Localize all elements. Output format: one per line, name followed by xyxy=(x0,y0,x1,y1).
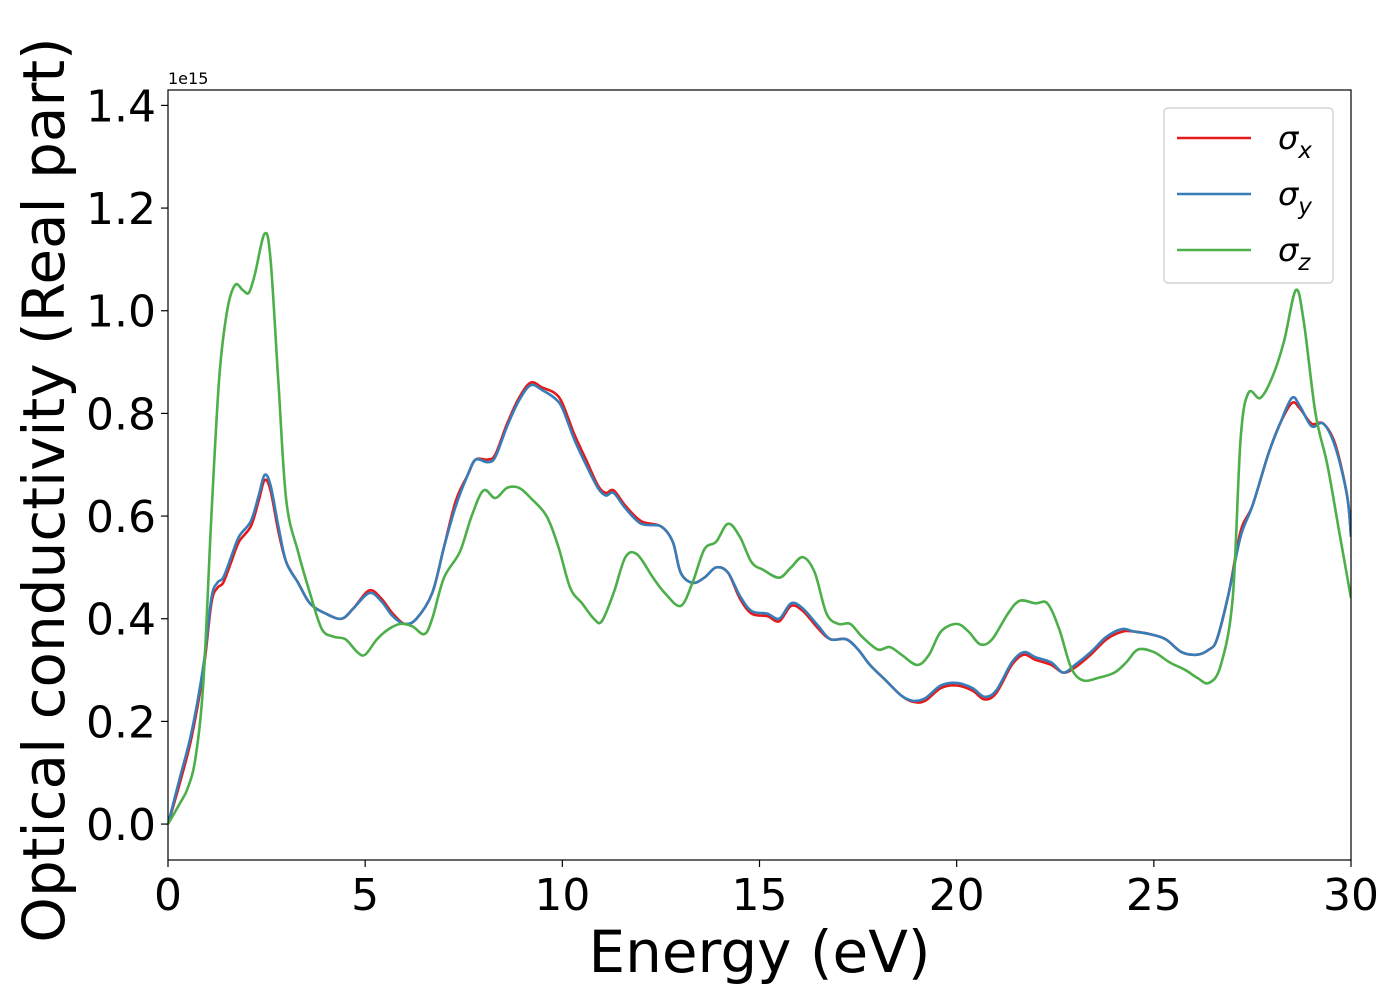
legend-item-y: σy xyxy=(1177,175,1312,220)
y-tick-label: 0.4 xyxy=(86,595,156,646)
y-tick-label: 0.8 xyxy=(86,389,156,440)
legend: σx σy σz xyxy=(1163,107,1334,284)
y-tick-label: 0.0 xyxy=(86,800,156,851)
legend-item-x: σx xyxy=(1177,119,1312,164)
series-line-z xyxy=(168,231,1351,825)
series-line-x xyxy=(168,380,1351,825)
legend-label: σz xyxy=(1278,231,1311,276)
y-tick-label: 1.2 xyxy=(86,184,156,235)
legend-item-z: σz xyxy=(1177,231,1311,276)
legend-box xyxy=(1163,107,1334,284)
y-axis: 0.0 0.2 0.4 0.6 0.8 1.0 1.2 1.4 xyxy=(86,81,168,851)
x-axis-label: Energy (eV) xyxy=(588,918,930,986)
x-tick-label: 30 xyxy=(1323,870,1379,921)
legend-label: σx xyxy=(1278,119,1312,164)
series-line-y xyxy=(168,383,1351,825)
x-tick-label: 10 xyxy=(534,870,590,921)
y-offset-label: 1e15 xyxy=(168,69,208,88)
x-tick-label: 5 xyxy=(351,870,379,921)
x-tick-label: 0 xyxy=(154,870,182,921)
y-tick-label: 1.0 xyxy=(86,287,156,338)
x-tick-label: 25 xyxy=(1126,870,1182,921)
x-tick-label: 15 xyxy=(732,870,788,921)
series-lines xyxy=(168,231,1351,825)
y-tick-label: 0.6 xyxy=(86,492,156,543)
y-axis-label: Optical conductivity (Real part) xyxy=(10,37,78,942)
x-axis: 0 5 10 15 20 25 30 xyxy=(154,860,1379,921)
legend-label: σy xyxy=(1278,175,1312,220)
y-tick-label: 1.4 xyxy=(86,81,156,132)
y-tick-label: 0.2 xyxy=(86,697,156,748)
x-tick-label: 20 xyxy=(929,870,985,921)
